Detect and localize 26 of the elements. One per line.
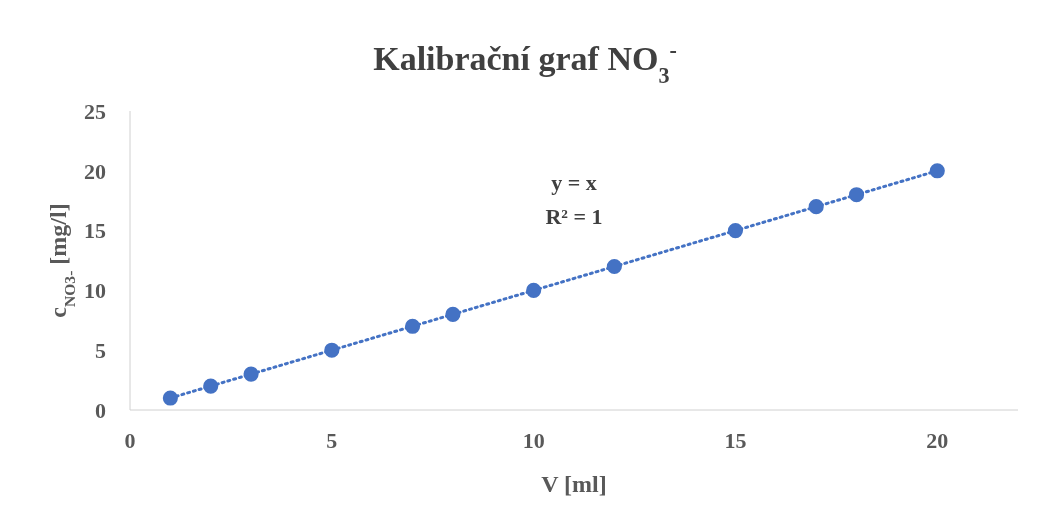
- y-tick-label: 25: [84, 98, 106, 124]
- point: [162, 390, 178, 406]
- y-tick-label: 10: [84, 278, 106, 304]
- y-tick-label: 0: [95, 397, 106, 423]
- y-tick-label: 5: [95, 337, 106, 363]
- point: [203, 378, 219, 394]
- point: [324, 342, 340, 358]
- x-tick-label: 5: [326, 428, 338, 453]
- x-tick-label: 20: [926, 428, 949, 453]
- point: [606, 258, 622, 275]
- point: [727, 223, 744, 239]
- point: [929, 163, 945, 179]
- point: [243, 366, 259, 382]
- x-axis-title: V [ml]: [541, 471, 607, 497]
- point: [526, 282, 542, 298]
- x-tick-label: 10: [522, 428, 545, 453]
- y-tick-label: 15: [84, 218, 106, 244]
- x-tick-label: 15: [724, 428, 747, 453]
- annotation: R² = 1: [545, 204, 603, 230]
- point: [848, 187, 865, 203]
- point: [445, 306, 461, 322]
- point: [808, 199, 824, 215]
- y-tick-label: 20: [84, 158, 106, 184]
- annotation: y = x: [551, 170, 597, 196]
- point: [404, 318, 421, 334]
- x-tick-label: 0: [124, 428, 136, 453]
